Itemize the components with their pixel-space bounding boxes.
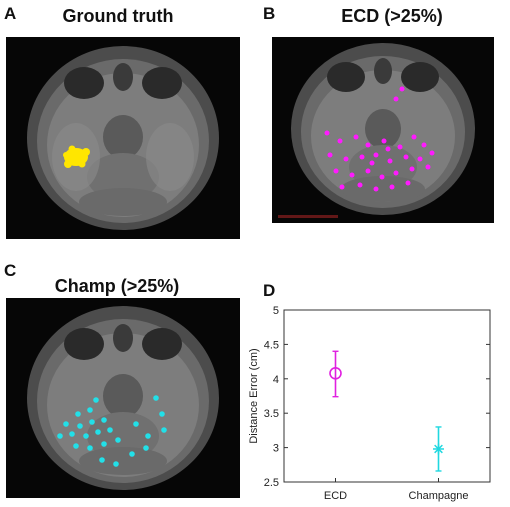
y-tick-label: 3 — [273, 443, 279, 455]
panel-letter-b: B — [263, 4, 276, 23]
mean-marker-circle — [329, 366, 342, 380]
mri-panel-c — [6, 298, 240, 498]
plot-frame — [283, 309, 491, 483]
y-tick-label: 4 — [273, 374, 279, 386]
x-tick-label: ECD — [324, 490, 347, 502]
y-tick-label: 4.5 — [264, 339, 279, 351]
y-tick-label: 5 — [273, 305, 279, 317]
champagne-markers — [57, 395, 167, 467]
panel-title-a: Ground truth — [62, 6, 174, 26]
distance-error-chart: 2.5 3 3.5 4 4.5 5 ECD Champagne Distance Error… — [248, 305, 491, 502]
y-tick-label: 3.5 — [264, 408, 279, 420]
panel-letter-d: D — [263, 281, 276, 300]
panel-title-b: ECD (>25%) — [341, 6, 443, 26]
ground-truth-markers — [63, 145, 90, 168]
y-tick-label: 2.5 — [264, 477, 279, 489]
mean-marker-asterisk — [433, 443, 444, 455]
y-axis-label: Distance Error (cm) — [248, 348, 260, 443]
panel-title-c: Champ (>25%) — [54, 276, 180, 296]
panel-letter-c: C — [4, 261, 17, 280]
mri-panel-b — [272, 37, 494, 223]
panel-letter-a: A — [4, 4, 17, 23]
mri-panel-a — [6, 37, 240, 239]
x-tick-label: Champagne — [409, 490, 469, 502]
ecd-markers — [324, 86, 435, 192]
